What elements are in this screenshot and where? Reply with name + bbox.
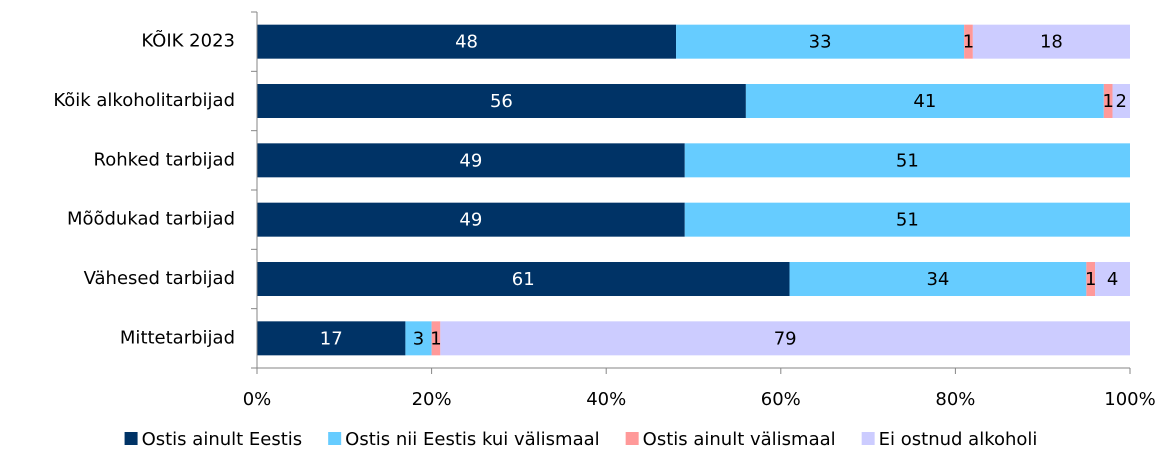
legend-label: Ostis nii Eestis kui välismaal <box>345 429 599 450</box>
bar-segment <box>440 321 1131 356</box>
data-label: 49 <box>459 150 482 171</box>
bar-segment <box>1086 262 1096 296</box>
data-label: 48 <box>455 32 478 53</box>
data-label: 3 <box>413 328 424 349</box>
data-label: 79 <box>774 328 797 349</box>
bar-segment <box>1103 84 1113 118</box>
y-tick-label: Mõõdukad tarbijad <box>67 209 235 230</box>
bar-segment <box>972 24 1130 59</box>
x-tick-label: 40% <box>586 389 626 410</box>
x-tick-label: 60% <box>761 389 801 410</box>
bar-segment <box>684 143 1130 178</box>
data-label: 51 <box>896 210 919 231</box>
data-label: 33 <box>809 32 832 53</box>
bar-segment <box>405 321 432 356</box>
bar-segment <box>257 143 685 178</box>
data-label: 1 <box>1102 91 1113 112</box>
y-tick-label: Mittetarbijad <box>120 327 235 348</box>
bar-segment <box>676 24 965 59</box>
bar-segment <box>257 202 685 237</box>
y-tick-label: Vähesed tarbijad <box>84 268 235 289</box>
bar-segment <box>1095 262 1130 296</box>
y-tick-label: KÕIK 2023 <box>141 30 235 52</box>
data-label: 51 <box>896 150 919 171</box>
legend-label: Ei ostnud alkoholi <box>879 429 1038 450</box>
x-tick-label: 0% <box>243 389 272 410</box>
legend-swatch <box>861 432 875 445</box>
legend-label: Ostis ainult välismaal <box>643 429 836 450</box>
y-tick-label: Kõik alkoholitarbijad <box>53 90 235 111</box>
data-label: 34 <box>926 269 949 290</box>
legend-swatch <box>328 432 342 445</box>
data-label: 18 <box>1040 32 1063 53</box>
legend-label: Ostis ainult Eestis <box>142 429 303 450</box>
legend-swatch <box>625 432 639 445</box>
data-label: 56 <box>490 91 513 112</box>
data-label: 1 <box>963 32 974 53</box>
legend-swatch <box>124 432 138 445</box>
bar-segment <box>684 202 1130 237</box>
bar-segment <box>1112 84 1130 118</box>
bar-segment <box>257 321 406 356</box>
data-label: 41 <box>913 91 936 112</box>
bar-segment <box>745 84 1104 118</box>
x-tick-label: 80% <box>935 389 975 410</box>
bar-segment <box>257 262 790 296</box>
y-tick-label: Rohked tarbijad <box>94 149 236 170</box>
data-label: 17 <box>320 328 343 349</box>
data-label: 1 <box>430 328 441 349</box>
bar-segment <box>431 321 441 356</box>
x-tick-label: 100% <box>1104 389 1155 410</box>
bar-segment <box>257 24 677 59</box>
x-tick-label: 20% <box>412 389 452 410</box>
bar-segment <box>964 24 973 59</box>
data-label: 61 <box>512 269 535 290</box>
bar-segment <box>257 84 746 118</box>
data-label: 1 <box>1085 269 1096 290</box>
data-label: 2 <box>1116 91 1127 112</box>
bar-segment <box>789 262 1087 296</box>
data-label: 49 <box>459 210 482 231</box>
data-label: 4 <box>1107 269 1118 290</box>
